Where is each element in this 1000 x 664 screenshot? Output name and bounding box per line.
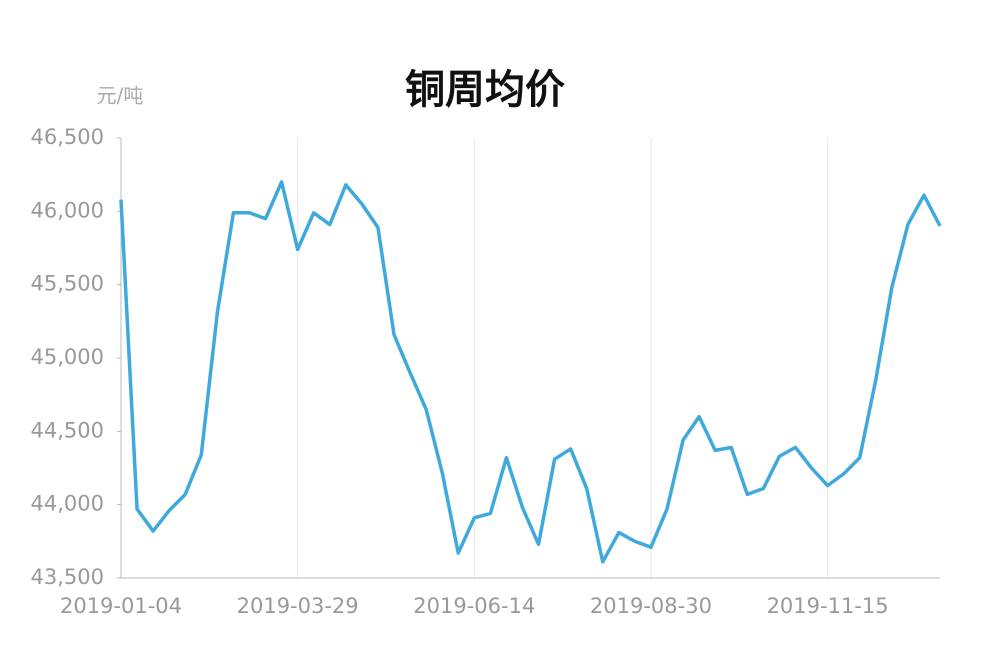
x-tick-label: 2019-03-29 [237,594,359,618]
y-tick-label: 43,500 [31,565,104,589]
y-tick-label: 45,000 [31,345,104,369]
x-tick-label: 2019-08-30 [590,594,712,618]
x-tick-label: 2019-06-14 [413,594,535,618]
x-tick-label: 2019-01-04 [60,594,182,618]
x-tick-label: 2019-11-15 [767,594,889,618]
chart-title: 铜周均价 [405,67,565,113]
y-tick-label: 46,500 [31,125,104,149]
y-tick-label: 44,000 [31,492,104,516]
line [119,180,942,564]
y-tick-label: 46,000 [31,198,104,222]
y-unit: 元/吨 [97,84,144,108]
y-tick-label: 45,500 [31,272,104,296]
y-tick-label: 44,500 [31,418,104,442]
